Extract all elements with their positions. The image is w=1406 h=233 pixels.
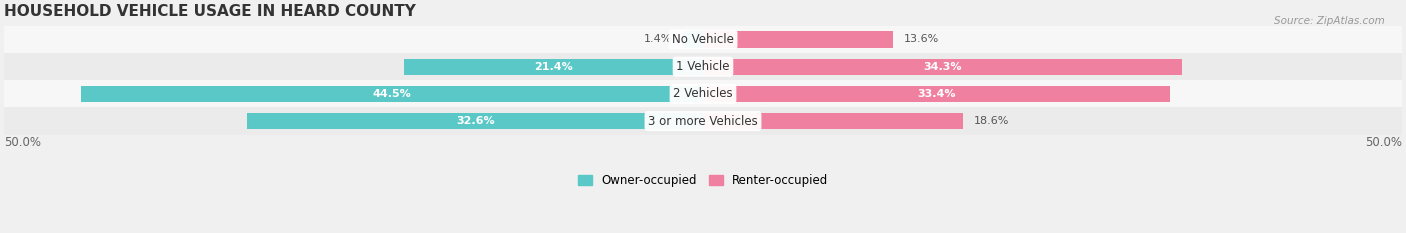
Text: 21.4%: 21.4% [534,62,572,72]
Text: 1 Vehicle: 1 Vehicle [676,60,730,73]
Bar [703,31,893,48]
Text: 44.5%: 44.5% [373,89,412,99]
Legend: Owner-occupied, Renter-occupied: Owner-occupied, Renter-occupied [572,169,834,192]
Bar [703,113,963,129]
Text: Source: ZipAtlas.com: Source: ZipAtlas.com [1274,16,1385,26]
Text: 3 or more Vehicles: 3 or more Vehicles [648,115,758,128]
Text: 32.6%: 32.6% [456,116,495,126]
Text: 18.6%: 18.6% [974,116,1010,126]
Bar [404,58,703,75]
Text: 33.4%: 33.4% [917,89,956,99]
Text: 50.0%: 50.0% [1365,136,1402,149]
Text: 50.0%: 50.0% [4,136,41,149]
Bar [683,31,703,48]
Bar [4,26,1402,53]
Text: 34.3%: 34.3% [924,62,962,72]
Bar [4,107,1402,135]
Bar [703,58,1182,75]
Text: HOUSEHOLD VEHICLE USAGE IN HEARD COUNTY: HOUSEHOLD VEHICLE USAGE IN HEARD COUNTY [4,4,416,19]
Text: No Vehicle: No Vehicle [672,33,734,46]
Bar [703,86,1170,102]
Bar [247,113,703,129]
Bar [82,86,703,102]
Text: 2 Vehicles: 2 Vehicles [673,87,733,100]
Bar [4,80,1402,107]
Text: 1.4%: 1.4% [644,34,672,45]
Text: 13.6%: 13.6% [904,34,939,45]
Bar [4,53,1402,80]
